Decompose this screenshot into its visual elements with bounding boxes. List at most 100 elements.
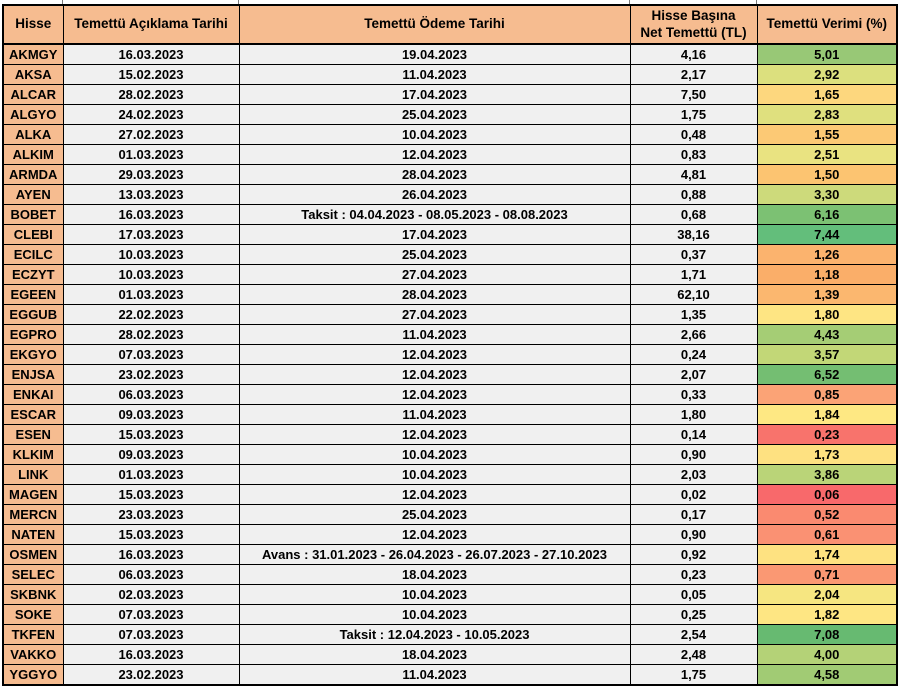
yield-cell: 7,08: [756, 624, 898, 645]
table-row: SKBNK 02.03.2023 10.04.2023 0,05 2,04: [2, 584, 898, 605]
announce-date-cell: 22.02.2023: [62, 304, 240, 325]
table-row: KLKIM 09.03.2023 10.04.2023 0,90 1,73: [2, 444, 898, 465]
payment-date-cell: 28.04.2023: [238, 284, 631, 305]
net-dividend-cell: 0,23: [629, 564, 758, 585]
ticker-cell: ALKIM: [2, 144, 64, 165]
announce-date-cell: 27.02.2023: [62, 124, 240, 145]
yield-cell: 1,80: [756, 304, 898, 325]
yield-cell: 1,39: [756, 284, 898, 305]
yield-cell: 2,83: [756, 104, 898, 125]
ticker-cell: CLEBI: [2, 224, 64, 245]
yield-cell: 1,26: [756, 244, 898, 265]
ticker-cell: AYEN: [2, 184, 64, 205]
table-row: ALGYO 24.02.2023 25.04.2023 1,75 2,83: [2, 104, 898, 125]
header-payment-date: Temettü Ödeme Tarihi: [238, 4, 631, 45]
table-row: EKGYO 07.03.2023 12.04.2023 0,24 3,57: [2, 344, 898, 365]
yield-cell: 2,04: [756, 584, 898, 605]
ticker-cell: ESCAR: [2, 404, 64, 425]
table-row: NATEN 15.03.2023 12.04.2023 0,90 0,61: [2, 524, 898, 545]
yield-cell: 0,61: [756, 524, 898, 545]
payment-date-cell: 25.04.2023: [238, 104, 631, 125]
ticker-cell: EKGYO: [2, 344, 64, 365]
announce-date-cell: 01.03.2023: [62, 144, 240, 165]
table-row: ALKIM 01.03.2023 12.04.2023 0,83 2,51: [2, 144, 898, 165]
net-dividend-cell: 0,05: [629, 584, 758, 605]
net-dividend-cell: 2,17: [629, 64, 758, 85]
net-dividend-cell: 0,14: [629, 424, 758, 445]
table-row: ENKAI 06.03.2023 12.04.2023 0,33 0,85: [2, 384, 898, 405]
net-dividend-cell: 2,66: [629, 324, 758, 345]
announce-date-cell: 23.03.2023: [62, 504, 240, 525]
yield-cell: 1,50: [756, 164, 898, 185]
announce-date-cell: 28.02.2023: [62, 84, 240, 105]
table-row: EGEEN 01.03.2023 28.04.2023 62,10 1,39: [2, 284, 898, 305]
table-row: OSMEN 16.03.2023 Avans : 31.01.2023 - 26.0…: [2, 544, 898, 565]
payment-date-cell: Avans : 31.01.2023 - 26.04.2023 - 26.07.…: [238, 544, 631, 565]
yield-cell: 1,18: [756, 264, 898, 285]
net-dividend-cell: 1,35: [629, 304, 758, 325]
announce-date-cell: 02.03.2023: [62, 584, 240, 605]
ticker-cell: MERCN: [2, 504, 64, 525]
payment-date-cell: 12.04.2023: [238, 144, 631, 165]
payment-date-cell: 12.04.2023: [238, 384, 631, 405]
net-dividend-cell: 0,90: [629, 444, 758, 465]
yield-cell: 0,52: [756, 504, 898, 525]
table-row: ARMDA 29.03.2023 28.04.2023 4,81 1,50: [2, 164, 898, 185]
yield-cell: 2,51: [756, 144, 898, 165]
header-net-dividend: Hisse Başına Net Temettü (TL): [629, 4, 758, 45]
yield-cell: 3,86: [756, 464, 898, 485]
table-row: LINK 01.03.2023 10.04.2023 2,03 3,86: [2, 464, 898, 485]
announce-date-cell: 15.03.2023: [62, 484, 240, 505]
net-dividend-cell: 2,48: [629, 644, 758, 665]
table-row: SOKE 07.03.2023 10.04.2023 0,25 1,82: [2, 604, 898, 625]
yield-cell: 2,92: [756, 64, 898, 85]
table-row: VAKKO 16.03.2023 18.04.2023 2,48 4,00: [2, 644, 898, 665]
ticker-cell: ENKAI: [2, 384, 64, 405]
announce-date-cell: 10.03.2023: [62, 244, 240, 265]
announce-date-cell: 01.03.2023: [62, 284, 240, 305]
table-row: ENJSA 23.02.2023 12.04.2023 2,07 6,52: [2, 364, 898, 385]
yield-cell: 7,44: [756, 224, 898, 245]
announce-date-cell: 24.02.2023: [62, 104, 240, 125]
announce-date-cell: 15.03.2023: [62, 524, 240, 545]
payment-date-cell: 17.04.2023: [238, 84, 631, 105]
ticker-cell: TKFEN: [2, 624, 64, 645]
dividend-table: Hisse Temettü Açıklama Tarihi Temettü Öd…: [2, 4, 898, 686]
payment-date-cell: 10.04.2023: [238, 584, 631, 605]
payment-date-cell: 12.04.2023: [238, 364, 631, 385]
ticker-cell: SELEC: [2, 564, 64, 585]
ticker-cell: EGGUB: [2, 304, 64, 325]
payment-date-cell: 10.04.2023: [238, 124, 631, 145]
net-dividend-cell: 2,03: [629, 464, 758, 485]
ticker-cell: KLKIM: [2, 444, 64, 465]
announce-date-cell: 16.03.2023: [62, 204, 240, 225]
header-yield: Temettü Verimi (%): [756, 4, 898, 45]
top-gridline-strip: [0, 0, 898, 4]
net-dividend-cell: 0,17: [629, 504, 758, 525]
header-ticker: Hisse: [2, 4, 64, 45]
ticker-cell: ECILC: [2, 244, 64, 265]
yield-cell: 1,74: [756, 544, 898, 565]
net-dividend-cell: 1,75: [629, 664, 758, 686]
table-row: AYEN 13.03.2023 26.04.2023 0,88 3,30: [2, 184, 898, 205]
net-dividend-cell: 0,33: [629, 384, 758, 405]
ticker-cell: ECZYT: [2, 264, 64, 285]
ticker-cell: ALGYO: [2, 104, 64, 125]
announce-date-cell: 07.03.2023: [62, 604, 240, 625]
net-dividend-cell: 0,83: [629, 144, 758, 165]
payment-date-cell: Taksit : 04.04.2023 - 08.05.2023 - 08.08…: [238, 204, 631, 225]
net-dividend-cell: 0,24: [629, 344, 758, 365]
table-row: BOBET 16.03.2023 Taksit : 04.04.2023 - 08.…: [2, 204, 898, 225]
payment-date-cell: 19.04.2023: [238, 43, 631, 65]
yield-cell: 1,82: [756, 604, 898, 625]
ticker-cell: OSMEN: [2, 544, 64, 565]
announce-date-cell: 06.03.2023: [62, 384, 240, 405]
net-dividend-cell: 0,88: [629, 184, 758, 205]
payment-date-cell: 11.04.2023: [238, 324, 631, 345]
ticker-cell: LINK: [2, 464, 64, 485]
table-row: MERCN 23.03.2023 25.04.2023 0,17 0,52: [2, 504, 898, 525]
payment-date-cell: 17.04.2023: [238, 224, 631, 245]
net-dividend-cell: 0,37: [629, 244, 758, 265]
announce-date-cell: 17.03.2023: [62, 224, 240, 245]
payment-date-cell: 11.04.2023: [238, 64, 631, 85]
